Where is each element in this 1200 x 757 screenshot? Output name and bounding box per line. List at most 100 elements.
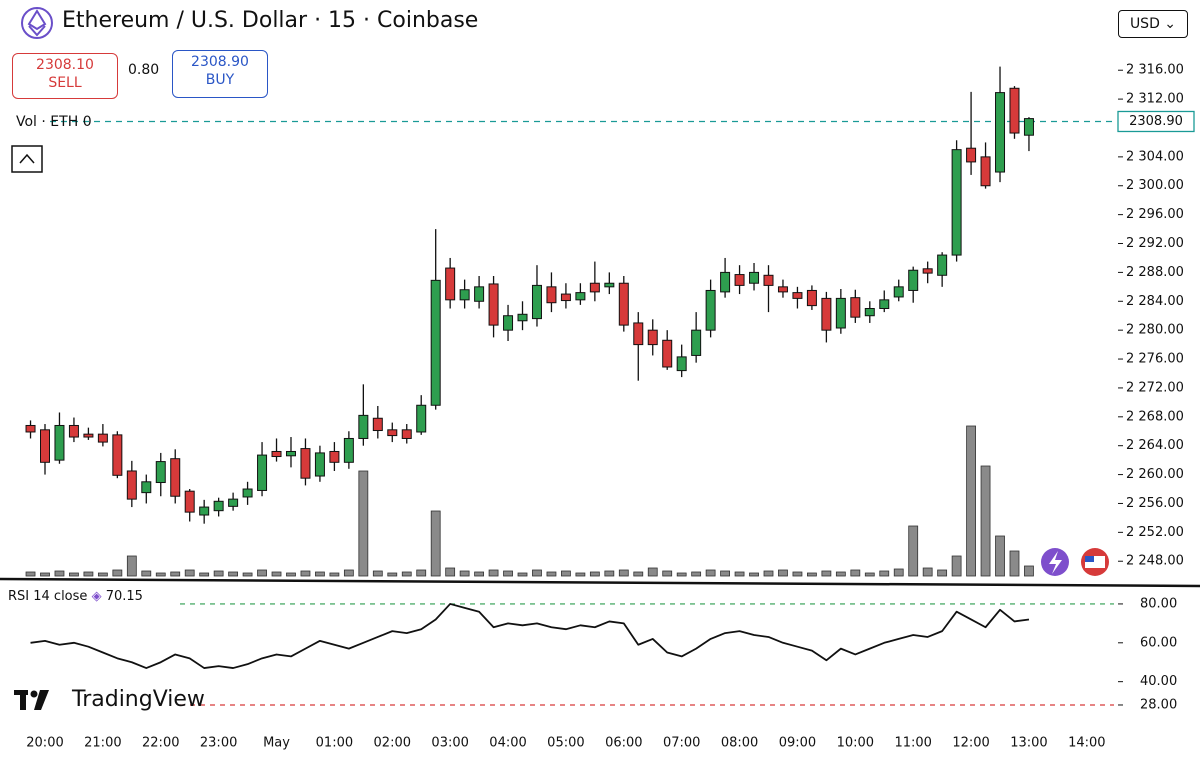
candle-body [343, 437, 354, 463]
buy-button[interactable]: 2308.90 BUY [172, 50, 268, 98]
candle-body [83, 433, 94, 438]
volume-bar [937, 569, 948, 577]
candle-body [430, 279, 441, 406]
volume-bar [676, 572, 687, 577]
x-tick-label: 05:00 [547, 736, 584, 751]
volume-bar [315, 571, 325, 577]
candle-body [112, 434, 123, 476]
volume-bar [503, 570, 513, 577]
y-tick-label: 2 276.00 [1126, 352, 1184, 367]
candle-body [966, 147, 977, 163]
candle-body [705, 289, 716, 331]
candle-body [806, 289, 817, 307]
collapse-button[interactable] [11, 145, 43, 173]
candle-body [416, 404, 427, 433]
volume-bar [763, 570, 774, 577]
y-tick-label: 2 252.00 [1126, 525, 1184, 540]
x-tick-label: 23:00 [200, 736, 237, 751]
volume-bar [430, 510, 441, 577]
candle-body [170, 458, 181, 497]
volume-bar [662, 570, 673, 577]
candle-body [257, 454, 268, 491]
volume-bar [445, 567, 456, 577]
candle-body [691, 329, 702, 356]
candle-body [720, 271, 731, 293]
y-tick-label: 2 300.00 [1126, 178, 1184, 193]
volume-bar [213, 570, 224, 577]
candle-body [213, 500, 224, 512]
candle-body [937, 254, 948, 276]
volume-bar [1009, 550, 1020, 577]
volume-bar [141, 570, 152, 577]
candle-body [459, 289, 470, 301]
volume-bar [835, 571, 846, 577]
flag-icon[interactable] [1081, 548, 1109, 576]
current-price-box [1117, 110, 1195, 133]
brand: TradingView [72, 687, 205, 712]
volume-bar [1024, 565, 1034, 577]
x-tick-label: 03:00 [431, 736, 468, 751]
y-tick-label: 2 280.00 [1126, 323, 1184, 338]
candle-body [879, 299, 890, 310]
candle-body [749, 271, 760, 284]
sell-button[interactable]: 2308.10 SELL [12, 53, 118, 99]
volume-bar [561, 570, 571, 577]
volume-bar [242, 572, 253, 577]
volume-bar [734, 571, 745, 577]
pane-separator [0, 577, 1200, 588]
volume-bar [575, 572, 586, 577]
volume-bar [286, 572, 296, 577]
x-tick-label: 09:00 [779, 736, 816, 751]
volume-bar [879, 570, 890, 577]
candle-body [575, 292, 586, 301]
candle-body [68, 424, 79, 438]
currency-selector[interactable]: USD ⌄ [1118, 10, 1188, 38]
candle-body [893, 286, 904, 298]
volume-bar [749, 572, 759, 577]
volume-bar [821, 570, 832, 577]
volume-bar [343, 569, 354, 577]
x-tick-label: 21:00 [84, 736, 121, 751]
volume-bar [40, 572, 50, 577]
candle-body [329, 450, 340, 463]
volume-bar [980, 465, 991, 577]
y-tick-label: 2 304.00 [1126, 149, 1184, 164]
rsi-tick-label: 80.00 [1140, 596, 1177, 611]
candle-body [358, 414, 369, 439]
rsi-legend: RSI 14 close ◈ 70.15 [8, 589, 143, 604]
tv-logo [14, 690, 49, 710]
candle-body [951, 149, 962, 256]
rsi-line [30, 603, 1030, 669]
volume-bar [691, 571, 702, 577]
candle-body [155, 461, 166, 484]
collapse-icon [19, 153, 35, 164]
candle-body [40, 429, 50, 463]
candle-body [531, 284, 542, 320]
y-tick-label: 2 284.00 [1126, 294, 1184, 309]
y-tick-label: 2 256.00 [1126, 496, 1184, 511]
candle-body [850, 297, 861, 318]
candle-body [604, 282, 615, 288]
volume-bar [358, 470, 369, 577]
candle-body [387, 429, 398, 437]
volume-bar [112, 569, 123, 577]
rsi-value: 70.15 [105, 589, 143, 604]
volume-label: Vol · ETH [16, 114, 79, 130]
volume-bar [97, 572, 108, 577]
volume-bar [170, 571, 181, 577]
x-tick-label: 14:00 [1068, 736, 1105, 751]
volume-bar [893, 568, 904, 577]
candle-body [995, 92, 1006, 173]
y-tick-label: 2 272.00 [1126, 380, 1184, 395]
volume-bar [25, 571, 36, 577]
volume-legend: Vol · ETH 0 [16, 114, 92, 130]
candle-body [401, 429, 412, 439]
candle-body [1009, 87, 1020, 134]
y-tick-label: 2 288.00 [1126, 265, 1184, 280]
lightning-icon[interactable] [1041, 548, 1069, 576]
volume-bar [864, 572, 875, 577]
x-tick-label: 04:00 [489, 736, 526, 751]
buy-price: 2308.90 [191, 54, 249, 70]
